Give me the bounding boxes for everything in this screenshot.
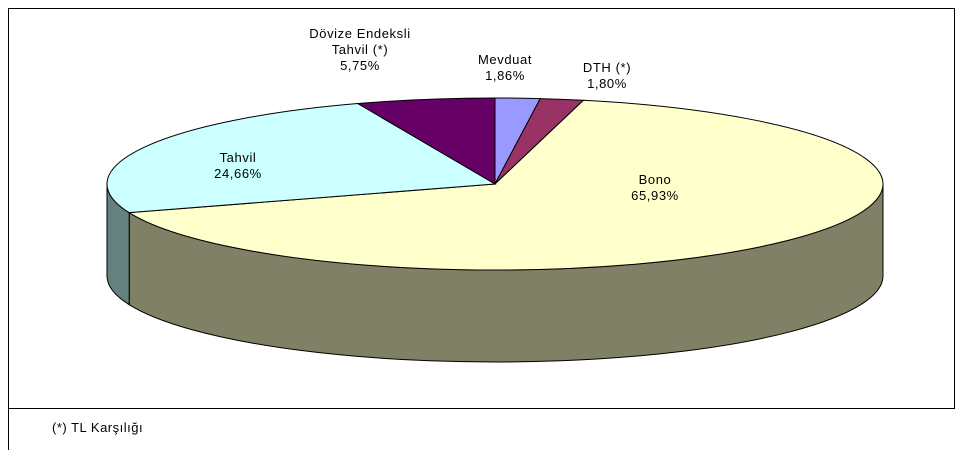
- category-label: Tahvil: [219, 150, 257, 165]
- data-label: Bono 65,93%: [580, 172, 730, 204]
- category-label: Bono: [638, 172, 672, 187]
- data-label: DTH (*) 1,80%: [532, 60, 682, 92]
- category-label: Dövize Endeksli Tahvil (*): [309, 26, 411, 57]
- category-label: DTH (*): [582, 60, 632, 75]
- value-label: 24,66%: [214, 166, 262, 181]
- slice: [356, 97, 496, 185]
- data-label: Dövize Endeksli Tahvil (*) 5,75%: [300, 26, 420, 74]
- data-label: Mevduat 1,86%: [430, 52, 580, 84]
- category-label: Mevduat: [477, 52, 533, 67]
- footnote: (*) TL Karşılığı: [52, 420, 144, 435]
- slice: [106, 103, 497, 214]
- slice: [127, 99, 884, 271]
- value-label: 1,80%: [587, 76, 627, 91]
- value-label: 1,86%: [485, 68, 525, 83]
- data-label: Tahvil 24,66%: [163, 150, 313, 182]
- chart-frame: [8, 8, 955, 409]
- value-label: 65,93%: [631, 188, 679, 203]
- value-label: 5,75%: [340, 58, 380, 73]
